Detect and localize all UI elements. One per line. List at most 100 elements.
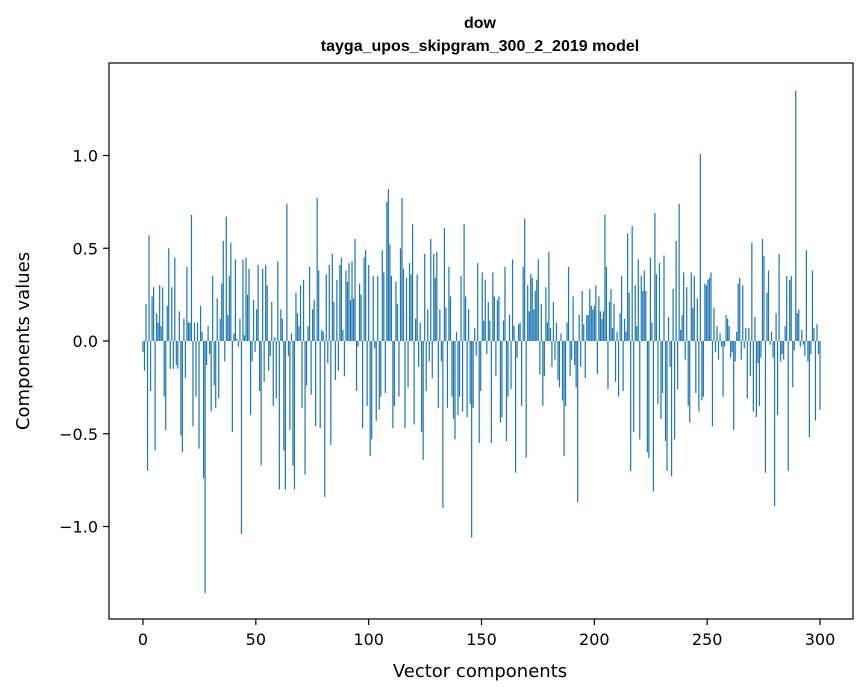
bar-230 bbox=[490, 341, 492, 444]
bar-80 bbox=[263, 341, 265, 382]
bar-58 bbox=[230, 242, 232, 341]
bar-117 bbox=[319, 341, 321, 429]
bar-355 bbox=[680, 329, 682, 341]
bar-242 bbox=[508, 315, 511, 341]
bar-56 bbox=[227, 315, 229, 341]
bar-64 bbox=[239, 318, 241, 341]
y-tick-label: −0.5 bbox=[59, 425, 98, 444]
bar-362 bbox=[690, 272, 692, 341]
bar-223 bbox=[480, 341, 482, 392]
bar-111 bbox=[310, 341, 312, 395]
bar-96 bbox=[287, 341, 289, 356]
bar-63 bbox=[237, 341, 240, 347]
bar-345 bbox=[664, 341, 667, 442]
bar-434 bbox=[799, 341, 801, 347]
bar-55 bbox=[225, 216, 227, 341]
bar-199 bbox=[443, 227, 445, 341]
bar-195 bbox=[437, 341, 439, 408]
bar-135 bbox=[346, 281, 349, 341]
bar-107 bbox=[304, 341, 306, 475]
bar-126 bbox=[333, 302, 335, 341]
x-tick-label: 150 bbox=[466, 630, 497, 649]
bar-240 bbox=[505, 341, 508, 442]
bar-140 bbox=[354, 238, 356, 341]
bar-409 bbox=[761, 238, 764, 341]
bar-333 bbox=[646, 341, 648, 453]
bar-32 bbox=[190, 214, 193, 341]
bar-371 bbox=[704, 283, 706, 341]
bar-423 bbox=[783, 341, 785, 360]
bar-20 bbox=[172, 341, 174, 369]
bar-372 bbox=[705, 285, 708, 341]
bar-42 bbox=[206, 341, 208, 366]
bar-349 bbox=[670, 341, 673, 477]
bar-33 bbox=[192, 341, 194, 427]
bar-308 bbox=[608, 302, 611, 341]
bar-23 bbox=[177, 341, 179, 369]
bar-361 bbox=[689, 341, 691, 423]
bar-255 bbox=[528, 311, 530, 341]
bar-359 bbox=[686, 287, 688, 341]
bar-229 bbox=[489, 320, 491, 341]
bar-284 bbox=[572, 296, 574, 341]
bar-419 bbox=[776, 341, 779, 416]
bar-70 bbox=[248, 268, 250, 341]
bar-74 bbox=[254, 341, 256, 353]
bar-291 bbox=[583, 324, 585, 341]
bar-350 bbox=[672, 289, 674, 341]
bar-301 bbox=[598, 296, 600, 341]
bar-310 bbox=[611, 328, 614, 341]
bar-307 bbox=[607, 341, 609, 390]
bar-112 bbox=[312, 309, 314, 341]
bar-341 bbox=[658, 263, 661, 341]
bar-127 bbox=[334, 341, 336, 380]
bar-158 bbox=[381, 250, 383, 341]
bar-79 bbox=[262, 268, 264, 341]
bar-354 bbox=[678, 203, 680, 341]
bar-29 bbox=[186, 266, 188, 341]
bar-427 bbox=[789, 279, 791, 341]
bar-251 bbox=[522, 266, 524, 341]
bar-39 bbox=[201, 331, 203, 341]
bar-12 bbox=[160, 326, 162, 341]
chart-subtitle: tayga_upos_skipgram_300_2_2019 model bbox=[321, 38, 639, 55]
bar-383 bbox=[722, 341, 724, 397]
bar-40 bbox=[202, 341, 205, 479]
bar-347 bbox=[667, 316, 670, 341]
x-tick-label: 50 bbox=[246, 630, 266, 649]
bar-238 bbox=[502, 320, 505, 341]
bar-24 bbox=[178, 311, 180, 341]
bar-185 bbox=[422, 341, 424, 460]
bar-297 bbox=[592, 309, 594, 341]
bar-257 bbox=[531, 277, 533, 341]
bar-339 bbox=[655, 274, 658, 341]
bar-306 bbox=[605, 266, 608, 341]
bar-179 bbox=[413, 341, 415, 425]
bar-47 bbox=[213, 341, 215, 386]
bar-320 bbox=[627, 233, 629, 341]
bar-413 bbox=[767, 270, 770, 341]
bar-78 bbox=[260, 341, 262, 466]
y-tick-label: 1.0 bbox=[73, 147, 98, 166]
bar-4 bbox=[148, 235, 150, 341]
bar-321 bbox=[628, 292, 630, 341]
bar-303 bbox=[601, 318, 603, 341]
bar-395 bbox=[740, 341, 742, 360]
bar-215 bbox=[468, 309, 470, 341]
bar-72 bbox=[251, 341, 253, 362]
bar-421 bbox=[780, 341, 782, 362]
bar-428 bbox=[790, 276, 792, 341]
bar-259 bbox=[534, 290, 536, 341]
bar-400 bbox=[748, 328, 750, 341]
bar-389 bbox=[731, 341, 733, 353]
bar-91 bbox=[280, 309, 282, 341]
bar-360 bbox=[687, 341, 689, 406]
bar-86 bbox=[272, 341, 274, 406]
bar-388 bbox=[730, 341, 732, 358]
bar-25 bbox=[180, 341, 182, 436]
bar-323 bbox=[631, 225, 633, 341]
bar-402 bbox=[751, 242, 753, 341]
bar-331 bbox=[643, 270, 645, 341]
bar-247 bbox=[516, 341, 518, 358]
bar-219 bbox=[474, 328, 476, 341]
